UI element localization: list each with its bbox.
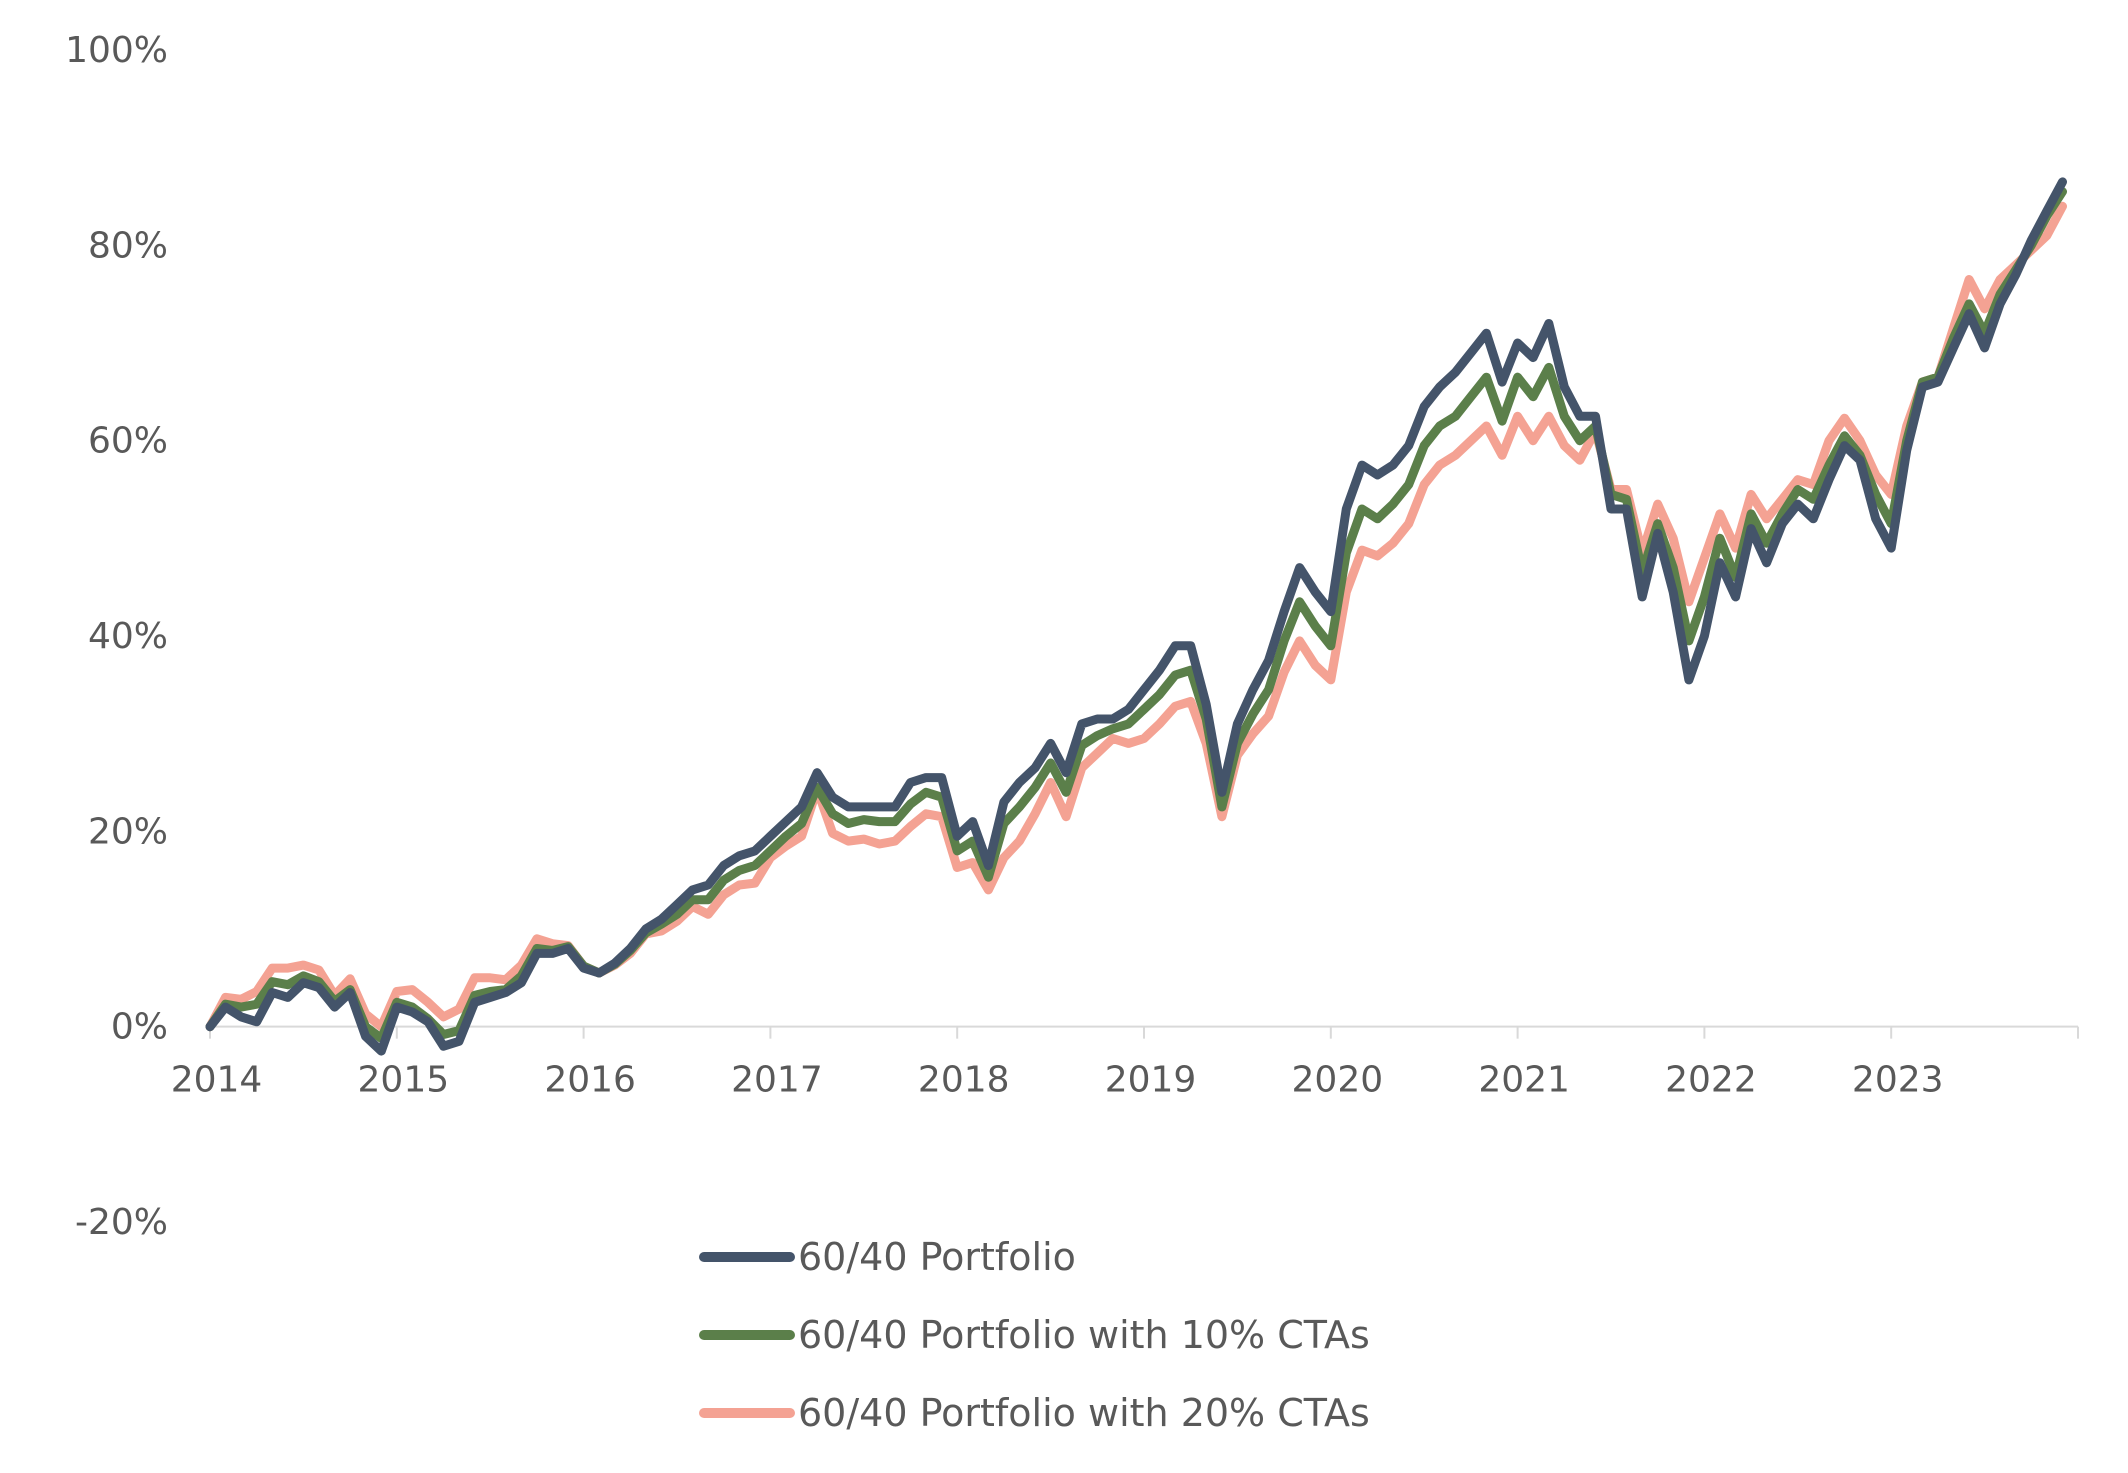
y-tick-label: 60% — [88, 421, 168, 462]
x-tick-label: 2021 — [1478, 1060, 1570, 1101]
series-line-2 — [205, 187, 2067, 1043]
legend-label: 60/40 Portfolio with 20% CTAs — [798, 1391, 1370, 1435]
y-axis-tick-labels: 100% 80% 60% 40% 20% 0% -20% — [65, 30, 168, 1243]
y-tick-label: 80% — [88, 225, 168, 266]
legend-label: 60/40 Portfolio — [798, 1235, 1076, 1279]
x-tick-label: 2014 — [171, 1060, 263, 1101]
x-axis-ticks — [209, 1026, 2079, 1039]
x-tick-label: 2019 — [1105, 1060, 1197, 1101]
x-tick-label: 2020 — [1292, 1060, 1384, 1101]
x-axis-tick-labels: 2014 2015 2016 2017 2018 2019 2020 2021 2022 2023 — [171, 1060, 1944, 1101]
y-tick-label: 40% — [88, 616, 168, 657]
legend-label: 60/40 Portfolio with 10% CTAs — [798, 1313, 1370, 1357]
series-line-1 — [205, 177, 2067, 1056]
series-line-3 — [205, 201, 2067, 1032]
x-tick-label: 2023 — [1852, 1060, 1944, 1101]
x-tick-label: 2015 — [358, 1060, 450, 1101]
y-tick-label: 100% — [65, 30, 168, 71]
series-lines — [205, 177, 2067, 1056]
x-tick-label: 2022 — [1665, 1060, 1757, 1101]
x-tick-label: 2018 — [918, 1060, 1010, 1101]
y-tick-label: 20% — [88, 811, 168, 852]
x-tick-label: 2017 — [731, 1060, 823, 1101]
y-tick-label: 0% — [111, 1007, 168, 1048]
legend: 60/40 Portfolio 60/40 Portfolio with 10% … — [699, 1235, 1370, 1435]
y-tick-label: -20% — [75, 1202, 168, 1243]
x-tick-label: 2016 — [544, 1060, 636, 1101]
